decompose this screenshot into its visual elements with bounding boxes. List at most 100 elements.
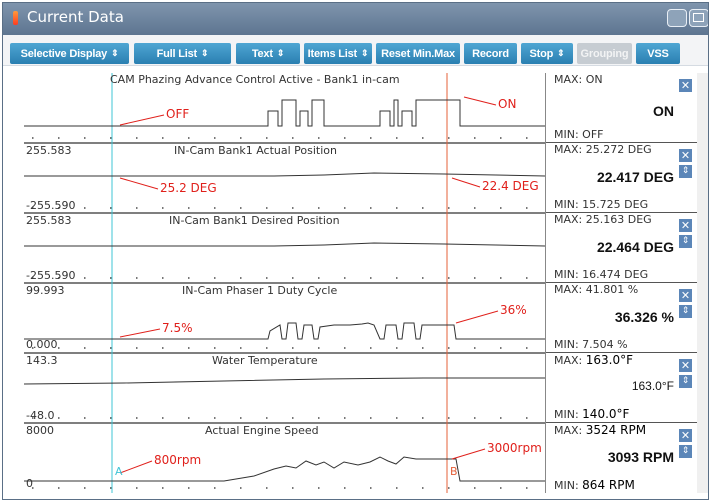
close-icon[interactable]: ✕ — [679, 359, 692, 372]
tick-dot — [162, 207, 164, 209]
arrow-deg-left — [119, 177, 159, 190]
reorder-icon[interactable]: ⇕ — [679, 235, 692, 248]
min-value: MIN: 15.725 DEG — [554, 198, 649, 211]
tick-dot — [396, 417, 398, 419]
tick-dot — [526, 277, 528, 279]
stop-button[interactable]: Stop ⇕ — [521, 43, 573, 64]
panel-title: IN-Cam Bank1 Actual Position — [174, 144, 337, 157]
current-data-window: Current Data Selective Display ⇕ Full Lis… — [2, 2, 709, 500]
tick-dot — [474, 487, 476, 489]
panel-title: Water Temperature — [212, 354, 318, 367]
arrow-deg-right — [451, 177, 481, 188]
tick-dot — [32, 347, 34, 349]
tick-dot — [188, 277, 190, 279]
tick-dot — [318, 277, 320, 279]
reorder-icon[interactable]: ⇕ — [679, 375, 692, 388]
tick-dot — [240, 137, 242, 139]
tick-dot — [370, 277, 372, 279]
scale-top: 255.583 — [26, 144, 72, 157]
tick-dot — [240, 207, 242, 209]
value-panel: MAX: 3524 RPM 3093 RPM MIN: 864 RPM ✕ ⇕ — [546, 423, 698, 493]
min-value: MIN: 140.0°F — [554, 407, 630, 421]
tick-dot — [214, 207, 216, 209]
tick-dot — [188, 347, 190, 349]
value-panel: MAX: 25.163 DEG 22.464 DEG MIN: 16.474 D… — [546, 213, 698, 283]
full-list-button[interactable]: Full List ⇕ — [134, 43, 231, 64]
water-temp-trace — [24, 377, 545, 385]
tick-dot — [58, 417, 60, 419]
selective-display-button[interactable]: Selective Display ⇕ — [10, 43, 129, 64]
vss-button[interactable]: VSS — [636, 43, 680, 64]
value-panel: MAX: 25.272 DEG 22.417 DEG MIN: 15.725 D… — [546, 143, 698, 213]
tick-dot — [110, 207, 112, 209]
scale-top: 143.3 — [26, 354, 58, 367]
current-value: ON — [653, 103, 674, 119]
window-title: Current Data — [27, 8, 124, 26]
tick-dot — [214, 137, 216, 139]
tick-dot — [318, 207, 320, 209]
close-icon[interactable]: ✕ — [679, 429, 692, 442]
tick-dot — [214, 417, 216, 419]
scale-bottom: -255.590 — [26, 269, 76, 282]
tick-dot — [84, 277, 86, 279]
tick-dot — [292, 347, 294, 349]
tick-dot — [240, 417, 242, 419]
arrow-rpm-left — [119, 460, 153, 474]
tick-dot — [422, 277, 424, 279]
tick-dot — [344, 487, 346, 489]
panel-title: IN-Cam Phaser 1 Duty Cycle — [182, 284, 338, 297]
arrow-duty-left — [119, 328, 161, 338]
max-value: MAX: ON — [554, 73, 603, 86]
tick-dot — [448, 277, 450, 279]
annotation-duty-right: 36% — [500, 303, 527, 317]
reorder-icon[interactable]: ⇕ — [679, 445, 692, 458]
tick-dot — [318, 137, 320, 139]
retry-icon[interactable] — [667, 9, 687, 27]
arrow-off — [119, 114, 165, 126]
tick-dot — [188, 207, 190, 209]
scrollbar[interactable] — [697, 73, 708, 493]
items-list-button[interactable]: Items List ⇕ — [304, 43, 372, 64]
tick-dot — [136, 487, 138, 489]
app-icon — [13, 11, 18, 25]
tick-dot — [500, 487, 502, 489]
tick-dot — [344, 347, 346, 349]
close-icon[interactable]: ✕ — [679, 149, 692, 162]
tick-dot — [266, 207, 268, 209]
tick-dot — [474, 347, 476, 349]
duty-cycle-trace — [24, 322, 545, 340]
tick-dot — [110, 417, 112, 419]
tick-dot — [136, 207, 138, 209]
tick-dot — [344, 277, 346, 279]
max-value: MAX: 3524 RPM — [554, 423, 647, 437]
tick-dot — [110, 277, 112, 279]
close-icon[interactable]: ✕ — [679, 289, 692, 302]
scale-bottom: 0.000 — [26, 338, 58, 351]
current-value: 163.0°F — [631, 379, 674, 393]
current-value: 22.464 DEG — [596, 239, 674, 255]
tick-dot — [500, 207, 502, 209]
close-icon[interactable]: ✕ — [679, 79, 692, 92]
tick-dot — [58, 487, 60, 489]
min-value: MIN: 7.504 % — [554, 338, 628, 351]
graph-canvas — [24, 73, 545, 493]
tick-dot — [110, 347, 112, 349]
tick-dot — [370, 347, 372, 349]
window-toggle-icon[interactable] — [689, 9, 708, 27]
tick-dot — [162, 277, 164, 279]
tick-dot — [448, 417, 450, 419]
tick-dot — [32, 137, 34, 139]
reorder-icon[interactable]: ⇕ — [679, 305, 692, 318]
text-button[interactable]: Text ⇕ — [236, 43, 300, 64]
scale-bottom: -48.0 — [26, 409, 55, 422]
close-icon[interactable]: ✕ — [679, 219, 692, 232]
grouping-button[interactable]: Grouping — [577, 43, 632, 64]
tick-dot — [32, 277, 34, 279]
reset-min-max-button[interactable]: Reset Min.Max — [376, 43, 460, 64]
reorder-icon[interactable]: ⇕ — [679, 165, 692, 178]
annotation-deg-left: 25.2 DEG — [160, 181, 217, 195]
tick-dot — [240, 487, 242, 489]
record-button[interactable]: Record — [464, 43, 517, 64]
tick-dot — [526, 417, 528, 419]
tick-dot — [422, 487, 424, 489]
